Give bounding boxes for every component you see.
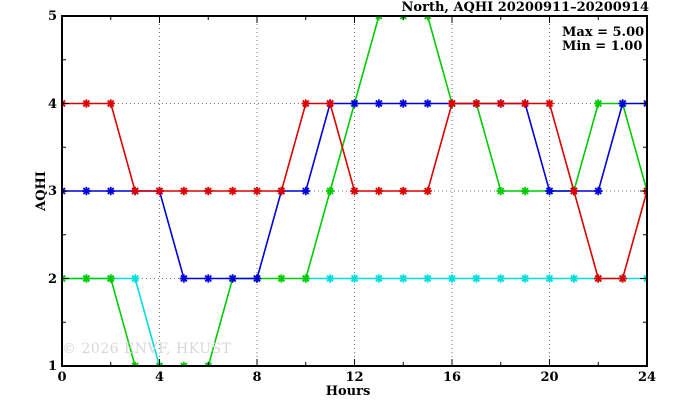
y-tick-label-4: 4 <box>47 96 57 112</box>
watermark: © 2026 ENVF, HKUST <box>62 341 232 357</box>
y-tick-label-2: 2 <box>47 271 57 287</box>
x-tick-label-20: 20 <box>540 370 559 385</box>
y-tick-label-3: 3 <box>47 184 57 199</box>
plot-border <box>61 15 648 367</box>
x-tick-label-4: 4 <box>154 370 165 385</box>
series-group <box>62 16 647 366</box>
legend-min-value: Min = 1.00 <box>562 39 643 54</box>
x-tick-label-8: 8 <box>252 370 262 385</box>
y-tick-label-1: 1 <box>47 359 57 374</box>
legend-max-value: Max = 5.00 <box>562 25 645 40</box>
x-tick-label-24: 24 <box>637 370 657 385</box>
y-tick-label-5: 5 <box>47 9 57 24</box>
x-tick-label-16: 16 <box>442 370 462 385</box>
x-axis-title: Hours <box>325 384 371 399</box>
x-tick-label-0: 0 <box>57 370 67 385</box>
chart-title: North, AQHI 20200911–20200914 <box>401 0 649 15</box>
x-tick-label-12: 12 <box>345 370 364 385</box>
